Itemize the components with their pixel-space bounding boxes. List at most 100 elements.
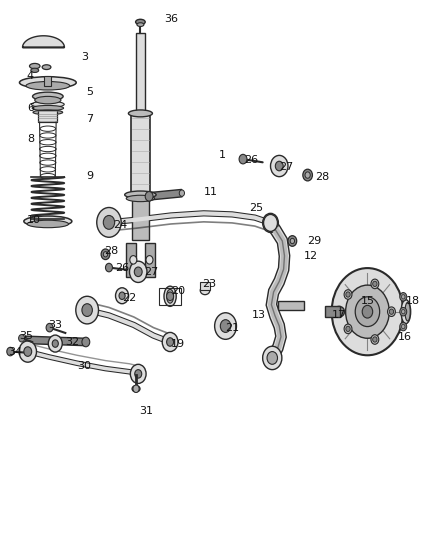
Circle shape xyxy=(263,213,279,232)
Text: 18: 18 xyxy=(406,296,420,306)
Circle shape xyxy=(373,337,377,342)
Text: 1: 1 xyxy=(219,150,226,160)
FancyBboxPatch shape xyxy=(145,243,155,277)
Text: 23: 23 xyxy=(202,279,216,288)
FancyBboxPatch shape xyxy=(278,301,304,310)
Circle shape xyxy=(119,292,125,300)
Circle shape xyxy=(290,238,294,244)
Text: 15: 15 xyxy=(361,296,375,306)
Circle shape xyxy=(402,310,405,314)
Text: 20: 20 xyxy=(171,286,185,296)
Circle shape xyxy=(371,335,379,344)
Circle shape xyxy=(146,256,153,264)
Text: 16: 16 xyxy=(398,332,412,342)
Circle shape xyxy=(19,341,36,362)
Text: 34: 34 xyxy=(9,346,23,357)
Circle shape xyxy=(371,279,379,289)
Ellipse shape xyxy=(136,19,145,25)
Circle shape xyxy=(303,169,312,181)
Ellipse shape xyxy=(32,101,64,108)
Circle shape xyxy=(400,322,407,331)
Text: 26: 26 xyxy=(244,155,258,165)
Circle shape xyxy=(76,296,99,324)
Text: 21: 21 xyxy=(226,322,240,333)
Text: 36: 36 xyxy=(164,14,178,25)
Circle shape xyxy=(271,156,288,176)
Circle shape xyxy=(267,219,274,227)
Circle shape xyxy=(239,155,247,164)
Circle shape xyxy=(18,335,25,342)
Text: 17: 17 xyxy=(332,310,346,320)
Ellipse shape xyxy=(35,96,61,104)
Ellipse shape xyxy=(24,216,72,227)
Circle shape xyxy=(106,263,113,272)
Circle shape xyxy=(344,290,352,300)
Ellipse shape xyxy=(164,286,176,306)
Circle shape xyxy=(389,309,394,314)
FancyBboxPatch shape xyxy=(44,76,51,86)
Text: 24: 24 xyxy=(113,220,127,230)
Text: 28: 28 xyxy=(315,172,329,182)
Circle shape xyxy=(288,236,297,246)
Ellipse shape xyxy=(405,302,410,321)
Text: 32: 32 xyxy=(65,337,79,347)
Ellipse shape xyxy=(401,300,411,324)
Circle shape xyxy=(48,335,62,352)
Text: 25: 25 xyxy=(249,203,263,213)
Text: 27: 27 xyxy=(144,267,158,277)
Circle shape xyxy=(7,348,14,356)
Circle shape xyxy=(215,313,237,340)
Text: 30: 30 xyxy=(77,361,91,372)
Circle shape xyxy=(346,326,350,332)
Text: 13: 13 xyxy=(252,310,266,320)
Circle shape xyxy=(346,285,389,338)
Circle shape xyxy=(134,267,142,277)
Circle shape xyxy=(264,214,278,231)
Circle shape xyxy=(82,304,92,317)
Circle shape xyxy=(130,256,137,264)
FancyBboxPatch shape xyxy=(131,115,150,197)
Text: 3: 3 xyxy=(81,52,88,61)
Text: 28: 28 xyxy=(105,246,119,255)
Ellipse shape xyxy=(126,195,155,201)
FancyBboxPatch shape xyxy=(38,110,57,122)
FancyBboxPatch shape xyxy=(200,282,210,290)
Circle shape xyxy=(362,305,373,318)
Ellipse shape xyxy=(334,306,345,317)
Circle shape xyxy=(346,292,350,297)
Circle shape xyxy=(145,191,153,201)
Ellipse shape xyxy=(128,110,152,117)
FancyBboxPatch shape xyxy=(26,336,86,346)
Text: 8: 8 xyxy=(27,134,34,144)
FancyBboxPatch shape xyxy=(325,306,340,317)
Ellipse shape xyxy=(132,385,140,392)
Polygon shape xyxy=(22,36,64,47)
Circle shape xyxy=(344,324,352,334)
Ellipse shape xyxy=(42,64,51,69)
Ellipse shape xyxy=(200,286,210,295)
Circle shape xyxy=(166,292,173,301)
Ellipse shape xyxy=(166,289,173,303)
Circle shape xyxy=(133,385,139,392)
Circle shape xyxy=(103,215,115,229)
Text: 7: 7 xyxy=(86,114,93,124)
FancyBboxPatch shape xyxy=(126,243,136,277)
Text: 26: 26 xyxy=(115,263,129,272)
Text: 6: 6 xyxy=(27,103,34,113)
Ellipse shape xyxy=(125,191,156,198)
Circle shape xyxy=(332,268,403,356)
Ellipse shape xyxy=(137,23,144,27)
Text: 11: 11 xyxy=(204,187,218,197)
Text: 5: 5 xyxy=(86,87,93,97)
Circle shape xyxy=(402,325,405,329)
Circle shape xyxy=(276,161,283,171)
Text: 29: 29 xyxy=(307,236,321,246)
Ellipse shape xyxy=(33,110,63,115)
Circle shape xyxy=(179,190,184,196)
Circle shape xyxy=(135,369,142,378)
Circle shape xyxy=(101,249,110,260)
Circle shape xyxy=(400,293,407,301)
Ellipse shape xyxy=(27,220,69,228)
FancyBboxPatch shape xyxy=(136,33,145,112)
Ellipse shape xyxy=(32,92,63,101)
